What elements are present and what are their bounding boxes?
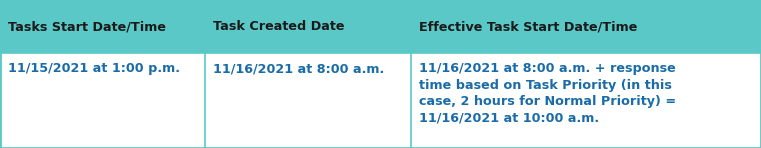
Text: Tasks Start Date/Time: Tasks Start Date/Time bbox=[8, 20, 166, 33]
Text: 11/16/2021 at 8:00 a.m.: 11/16/2021 at 8:00 a.m. bbox=[213, 62, 384, 75]
FancyBboxPatch shape bbox=[411, 53, 761, 148]
Text: 11/15/2021 at 1:00 p.m.: 11/15/2021 at 1:00 p.m. bbox=[8, 62, 180, 75]
Text: 11/16/2021 at 8:00 a.m. + response
time based on Task Priority (in this
case, 2 : 11/16/2021 at 8:00 a.m. + response time … bbox=[419, 62, 676, 125]
FancyBboxPatch shape bbox=[205, 0, 411, 53]
FancyBboxPatch shape bbox=[411, 0, 761, 53]
FancyBboxPatch shape bbox=[0, 53, 205, 148]
FancyBboxPatch shape bbox=[0, 0, 205, 53]
FancyBboxPatch shape bbox=[205, 53, 411, 148]
Text: Task Created Date: Task Created Date bbox=[213, 20, 345, 33]
Text: Effective Task Start Date/Time: Effective Task Start Date/Time bbox=[419, 20, 637, 33]
